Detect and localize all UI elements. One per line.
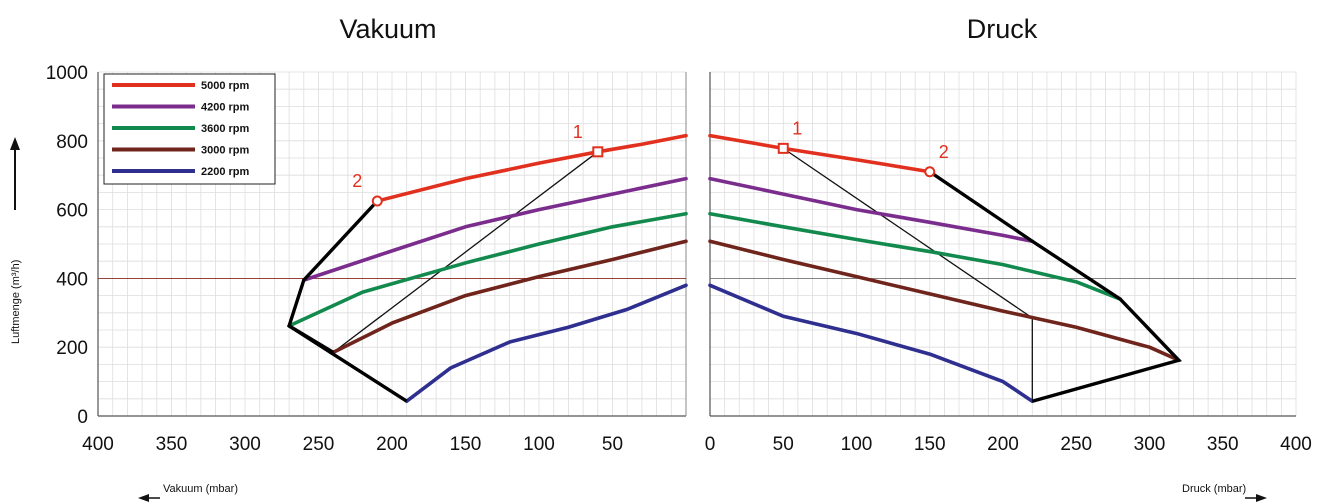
x-tick-label: 350 — [1207, 434, 1239, 455]
druck-plot-area: 12 — [708, 118, 1296, 404]
x-tick-label: 400 — [1280, 434, 1312, 455]
series-line-3000-rpm — [331, 239, 688, 355]
druck-axis-label: Druck (mbar) — [1182, 483, 1246, 495]
legend: 5000 rpm 4200 rpm 3600 rpm 3000 rpm 2200 rpm — [103, 73, 276, 185]
envelope-line — [287, 199, 408, 403]
marker-label: 2 — [352, 171, 362, 191]
x-tick-label: 200 — [376, 434, 408, 455]
series-line-4200-rpm — [301, 176, 688, 282]
marker-square — [592, 146, 604, 158]
left-arrow-icon — [138, 494, 149, 502]
x-tick-label: 300 — [1134, 434, 1166, 455]
x-tick-label: 100 — [841, 434, 873, 455]
series-line-3600-rpm — [287, 211, 688, 328]
x-tick-label: 50 — [602, 434, 623, 455]
right-panel-title: Druck — [967, 14, 1038, 44]
y-tick-label: 0 — [77, 407, 88, 428]
marker-label: 1 — [792, 118, 802, 138]
series-line-3000-rpm — [708, 239, 1181, 363]
legend-label: 3000 rpm — [201, 145, 250, 157]
x-tick-label: 150 — [450, 434, 482, 455]
vakuum-axis-label-group: Vakuum (mbar) — [138, 483, 238, 502]
x-tick-label: 50 — [773, 434, 794, 455]
y-tick-label: 200 — [56, 338, 88, 359]
legend-label: 4200 rpm — [201, 102, 250, 114]
construction-line — [782, 147, 1033, 402]
series-line-3600-rpm — [708, 211, 1122, 301]
envelope-line — [288, 324, 335, 354]
legend-label: 3600 rpm — [201, 123, 250, 135]
marker-circle — [924, 166, 936, 178]
series-line-2200-rpm — [708, 283, 1035, 404]
right-arrow-icon — [1256, 494, 1267, 502]
marker-circle — [371, 195, 383, 207]
x-tick-label: 300 — [229, 434, 261, 455]
x-tick-label: 150 — [914, 434, 946, 455]
series-line-5000-rpm — [708, 133, 932, 174]
envelope-line — [928, 170, 1182, 403]
druck-axis-label-group: Druck (mbar) — [1182, 483, 1267, 502]
vakuum-axis-label: Vakuum (mbar) — [163, 483, 238, 495]
y-axis-label-group: Luftmenge (m³/h) — [10, 137, 22, 344]
y-tick-label: 400 — [56, 269, 88, 290]
x-tick-label: 100 — [523, 434, 555, 455]
vakuum-plot-area: 12 — [98, 122, 688, 404]
marker-label: 1 — [573, 122, 583, 142]
left-panel-title: Vakuum — [339, 14, 436, 44]
x-tick-label: 250 — [1060, 434, 1092, 455]
marker-label: 2 — [939, 142, 949, 162]
x-tick-label: 200 — [987, 434, 1019, 455]
x-tick-label: 400 — [82, 434, 114, 455]
legend-label: 2200 rpm — [201, 166, 250, 178]
x-tick-label: 350 — [156, 434, 188, 455]
construction-line — [332, 151, 599, 353]
series-line-4200-rpm — [708, 176, 1035, 244]
x-axis-ticks: 400 350 300 250 200 150 100 50 0 50 100 150 200 250 30… — [82, 434, 1312, 455]
marker-square — [777, 142, 789, 154]
x-tick-label: 0 — [705, 434, 716, 455]
y-tick-label: 1000 — [46, 63, 88, 84]
druck-grid — [709, 71, 1297, 417]
y-tick-label: 800 — [56, 132, 88, 153]
y-axis-arrow-icon — [10, 137, 20, 150]
y-axis-ticks: 0 200 400 600 800 1000 — [46, 63, 88, 428]
y-axis-label: Luftmenge (m³/h) — [10, 260, 22, 344]
series-line-5000-rpm — [375, 133, 688, 203]
x-tick-label: 250 — [303, 434, 335, 455]
series-line-2200-rpm — [404, 283, 688, 404]
y-tick-label: 600 — [56, 201, 88, 222]
legend-label: 5000 rpm — [201, 80, 250, 92]
